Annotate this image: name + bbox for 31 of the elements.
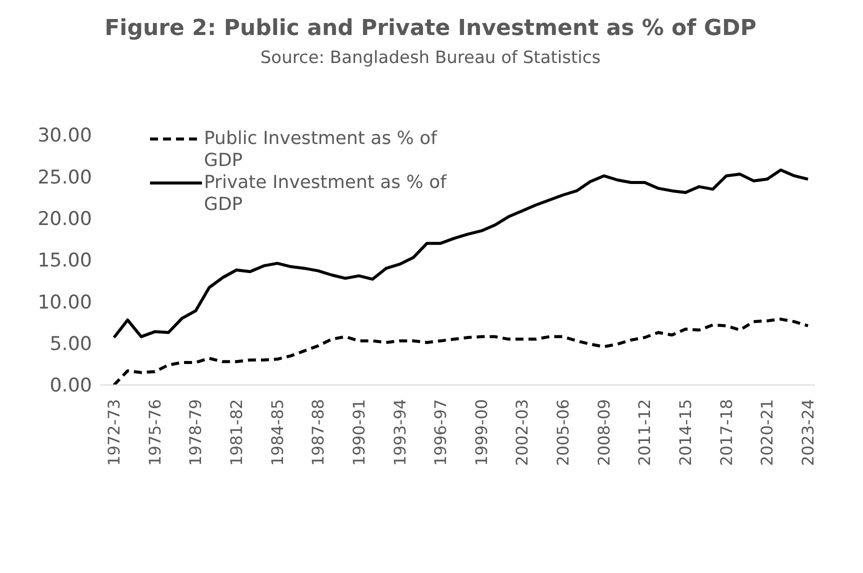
x-tick-label: 1999-00 — [472, 399, 491, 466]
y-tick-label: 30.00 — [38, 124, 92, 147]
legend-label: Private Investment as % of GDP — [204, 172, 448, 216]
x-tick-label: 1996-97 — [431, 399, 450, 466]
x-tick-label: 1975-76 — [145, 399, 164, 466]
x-tick-label: 1993-94 — [390, 399, 410, 466]
legend-label: Public Investment as % of GDP — [204, 128, 438, 172]
y-tick-label: 5.00 — [50, 333, 92, 356]
line-series — [112, 168, 810, 339]
y-tick-label: 25.00 — [38, 166, 92, 188]
x-tick-label: 2023-24 — [798, 399, 818, 466]
x-tick-label: 1981-82 — [226, 399, 246, 466]
x-tick-label: 2020-21 — [758, 399, 777, 466]
x-tick-label: 2008-09 — [594, 399, 614, 466]
chart-title: Figure 2: Public and Private Investment as % of GDP — [104, 15, 758, 43]
x-tick-label: 1984-85 — [268, 399, 287, 466]
line-series — [112, 318, 810, 385]
x-tick-label: 2017-18 — [716, 399, 736, 466]
y-tick-label: 10.00 — [38, 291, 92, 314]
x-tick-label: 1978-79 — [186, 399, 206, 466]
x-tick-label: 2005-06 — [554, 399, 573, 466]
y-tick-label: 20.00 — [38, 208, 92, 230]
chart-subtitle: Source: Bangladesh Bureau of Statistics — [259, 48, 602, 68]
x-tick-label: 1972-73 — [104, 399, 124, 466]
x-tick-label: 1987-88 — [308, 399, 328, 466]
y-tick-label: 0.00 — [50, 374, 92, 397]
x-tick-label: 2002-03 — [512, 399, 532, 466]
x-tick-label: 2011-12 — [635, 399, 654, 466]
x-tick-label: 1990-91 — [349, 399, 368, 466]
x-tick-label: 2014-15 — [676, 399, 696, 466]
y-tick-label: 15.00 — [38, 250, 92, 272]
